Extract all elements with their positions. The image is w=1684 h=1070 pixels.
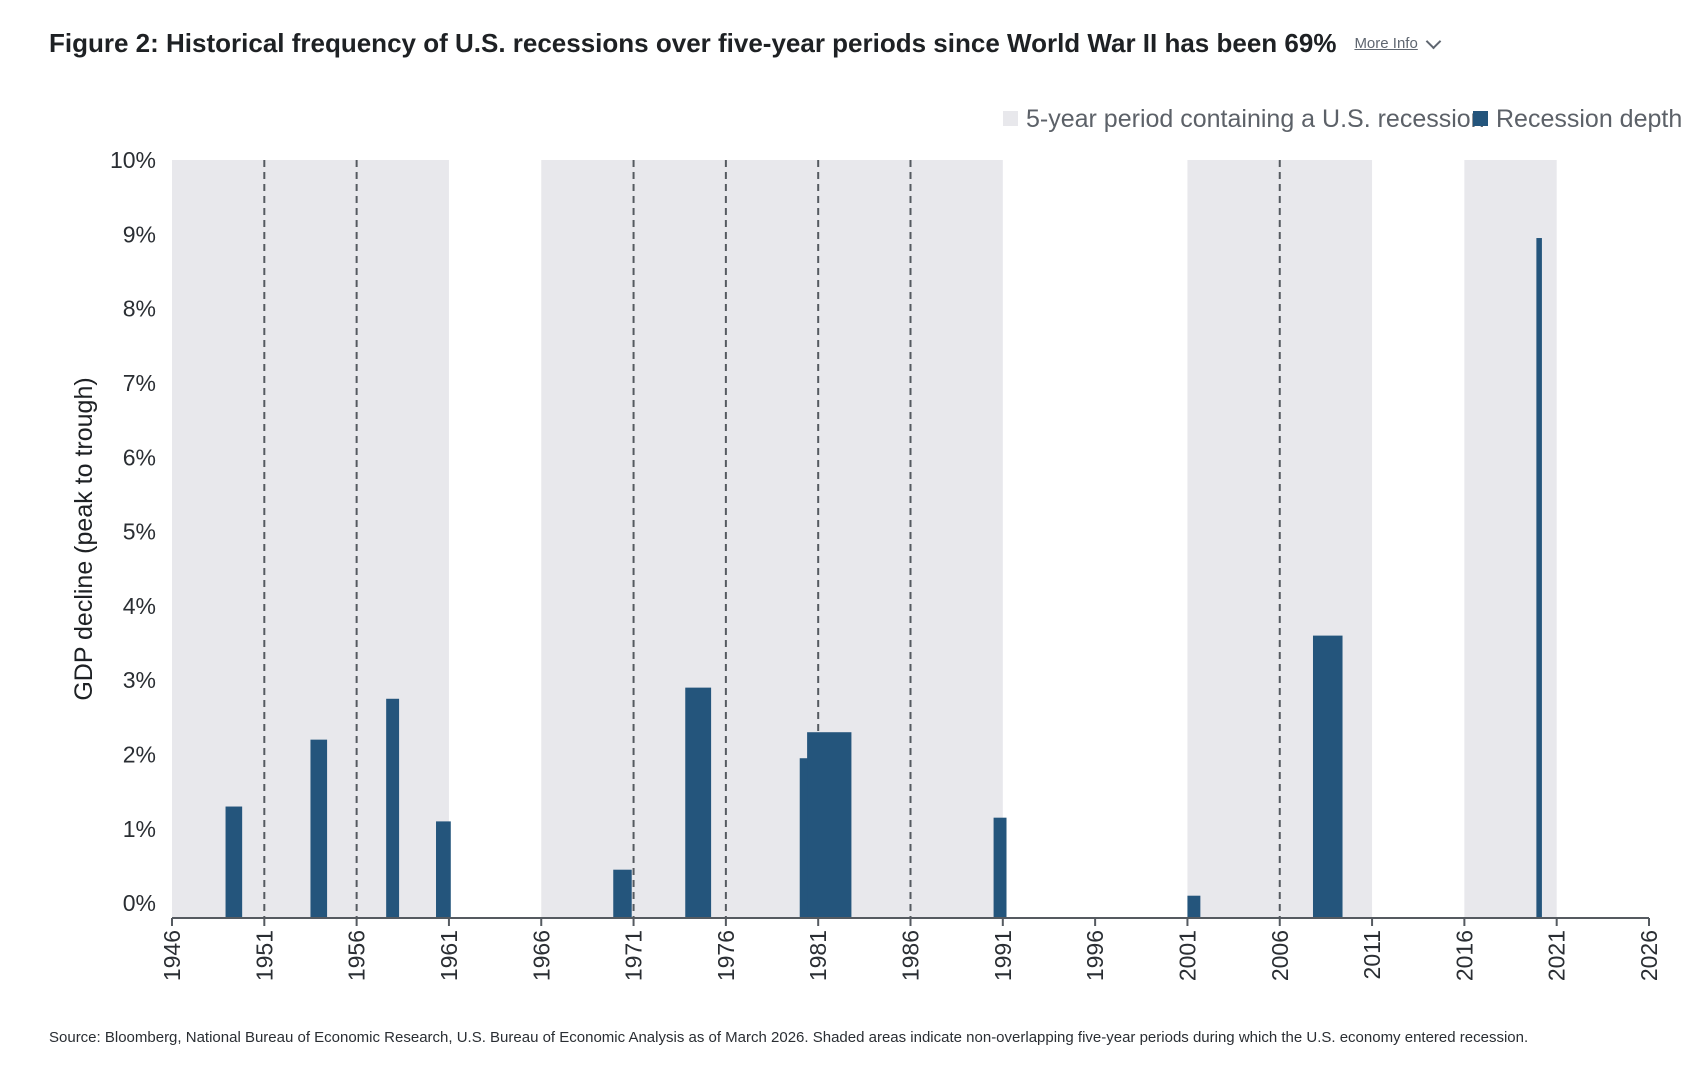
x-tick-label-2001: 2001 xyxy=(1174,930,1200,981)
x-tick-label-1976: 1976 xyxy=(713,930,739,981)
legend-swatch-recession-depth xyxy=(1473,111,1488,126)
axes: 1946 1951 1956 1961 1966 1971 1976 1981 1986 1991… xyxy=(70,147,1662,981)
x-tick-label-1981: 1981 xyxy=(805,930,831,981)
y-tick-label-5: 5% xyxy=(123,519,156,545)
recession-bar-9 xyxy=(1187,895,1201,918)
shaded-period-1966-1991 xyxy=(541,160,1003,918)
recession-bar-1 xyxy=(310,739,328,918)
y-tick-label-6: 6% xyxy=(123,444,156,470)
y-tick-label-9: 9% xyxy=(123,221,156,247)
legend-label-recession-depth: Recession depth xyxy=(1496,105,1682,133)
y-tick-label-7: 7% xyxy=(123,370,156,396)
x-tick-label-1966: 1966 xyxy=(528,930,554,981)
recession-bar-2 xyxy=(386,698,400,918)
more-info-button[interactable]: More Info xyxy=(1354,33,1442,52)
x-tick-label-2011: 2011 xyxy=(1359,930,1385,979)
period-dividers xyxy=(263,160,1281,918)
recession-bar-7 xyxy=(807,732,852,918)
y-tick-label-4: 4% xyxy=(123,593,156,619)
x-tick-label-1956: 1956 xyxy=(344,930,370,981)
y-tick-label-10: 10% xyxy=(110,147,156,173)
more-info-label: More Info xyxy=(1354,35,1418,52)
y-tick-label-0: 0% xyxy=(123,890,156,916)
recession-bars xyxy=(225,238,1542,918)
x-tick-label-2021: 2021 xyxy=(1544,930,1570,981)
y-tick-label-2: 2% xyxy=(123,742,156,768)
recession-chart: 1946 1951 1956 1961 1966 1971 1976 1981 1986 1991… xyxy=(70,105,1682,981)
x-tick-label-1986: 1986 xyxy=(898,930,924,981)
legend: 5-year period containing a U.S. recessio… xyxy=(1003,105,1682,133)
x-tick-label-2026: 2026 xyxy=(1636,930,1662,981)
y-tick-label-1: 1% xyxy=(123,816,156,842)
x-tick-label-1996: 1996 xyxy=(1082,930,1108,981)
legend-swatch-shaded xyxy=(1003,111,1018,126)
y-tick-label-8: 8% xyxy=(123,296,156,322)
recession-bar-11 xyxy=(1536,238,1542,918)
recession-bar-3 xyxy=(436,821,451,918)
legend-label-shaded: 5-year period containing a U.S. recessio… xyxy=(1026,105,1485,133)
x-tick-label-1991: 1991 xyxy=(990,930,1016,981)
recession-bar-8 xyxy=(993,817,1007,918)
x-tick-label-2016: 2016 xyxy=(1451,930,1477,981)
x-tick-label-1946: 1946 xyxy=(159,930,185,981)
recession-bar-6 xyxy=(799,758,809,918)
x-tick-label-1961: 1961 xyxy=(436,930,462,981)
chart-header: Figure 2: Historical frequency of U.S. r… xyxy=(49,28,1442,59)
source-note: Source: Bloomberg, National Bureau of Ec… xyxy=(49,1029,1529,1046)
shaded-periods xyxy=(172,160,1557,918)
recession-bar-10 xyxy=(1312,635,1343,918)
chart-title: Figure 2: Historical frequency of U.S. r… xyxy=(49,28,1337,58)
x-tick-label-1971: 1971 xyxy=(621,930,647,981)
shaded-period-2016-2021 xyxy=(1464,160,1557,918)
recession-bar-4 xyxy=(613,869,632,918)
y-axis-title: GDP decline (peak to trough) xyxy=(70,377,98,700)
y-tick-label-3: 3% xyxy=(123,667,156,693)
recession-bar-5 xyxy=(685,687,712,918)
recession-bar-0 xyxy=(225,806,243,918)
x-tick-label-2006: 2006 xyxy=(1267,930,1293,981)
x-tick-label-1951: 1951 xyxy=(251,930,277,981)
